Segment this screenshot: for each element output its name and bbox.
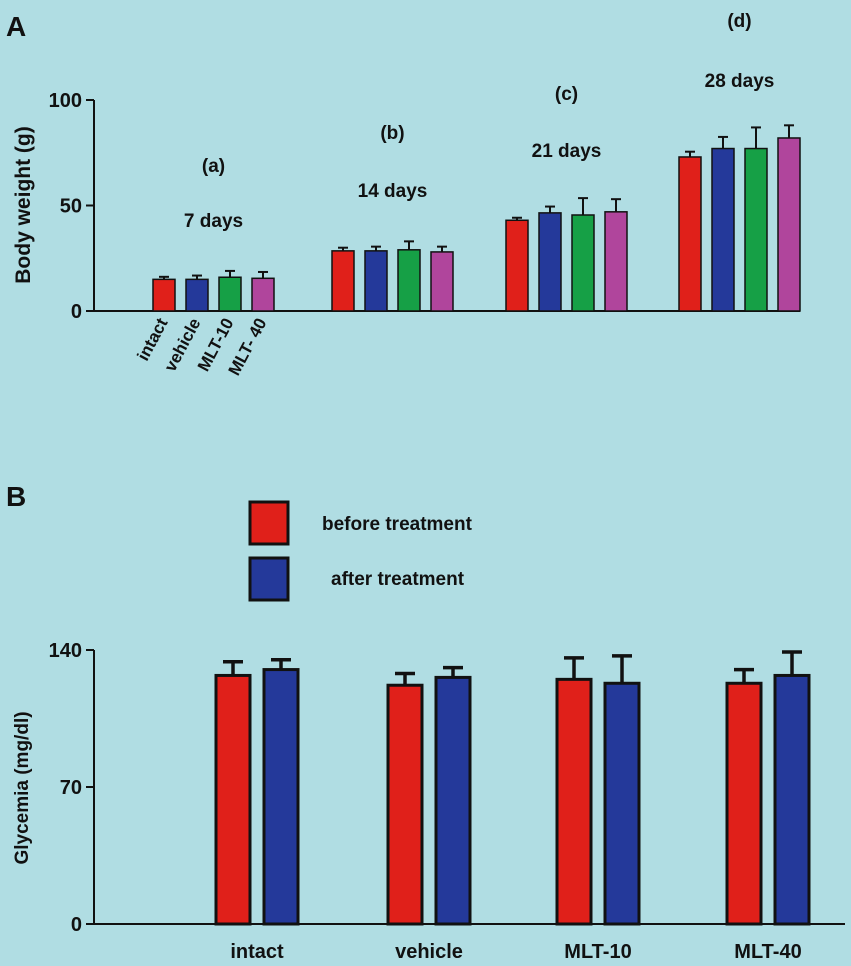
panel-a-bar [604,211,628,312]
panel-b-bar [773,673,811,926]
panel-a-group-letter: (c) [555,84,578,105]
panel-a-group-label: 21 days [532,141,602,162]
panel-a-group-letter: (d) [727,11,751,32]
panel-a-group-label: 7 days [184,211,243,232]
panel-a-bar [678,156,702,312]
panel-b-glycemia-chart: Glycemia (mg/dl) 0 70 140 intact vehicle MLT-… [12,640,845,963]
panel-b-category-label: intact [230,941,284,963]
panel-b-category-label: vehicle [395,941,463,963]
panel-b-y-tick-label: 70 [60,777,82,799]
panel-b-category-label: MLT-10 [564,941,631,963]
panel-b-y-tick-label: 140 [49,640,82,662]
panel-b-bar [262,668,300,926]
panel-b-bar [434,675,472,926]
legend: before treatment after treatment [248,500,473,602]
panel-a-y-tick-label: 100 [49,90,82,112]
panel-a-group-letter: (b) [380,123,404,144]
panel-b-category-label: MLT-40 [734,941,801,963]
legend-before-label: before treatment [322,514,473,535]
panel-a-group-label: 14 days [358,181,428,202]
panel-a-bar [251,277,275,312]
panel-b-y-tick-label: 0 [71,914,82,936]
legend-after-label: after treatment [331,569,465,590]
panel-a-bar [711,147,735,312]
panel-a-y-axis-label: Body weight (g) [12,126,35,283]
panel-a-bar [777,137,801,312]
panel-a-bar [185,278,209,312]
panel-a-y-tick-label: 0 [71,301,82,323]
panel-a-bar [364,250,388,312]
panel-b-bar [386,683,424,926]
panel-b-bar [555,677,593,926]
panel-b-bar [214,673,252,926]
panel-b-bar [725,681,763,926]
panel-a-bar [397,249,421,312]
panel-a-bar [218,276,242,312]
panel-a-group-label: 28 days [705,71,775,92]
legend-before-swatch [248,500,290,546]
panel-a-bar [331,250,355,312]
panel-b-bar [603,681,641,926]
panel-b-label: B [6,481,26,512]
panel-a-label: A [6,11,26,42]
panel-a-y-tick-label: 50 [60,196,82,218]
panel-a-bar [538,212,562,312]
panel-a-bar [744,147,768,312]
panel-a-bar [152,278,176,312]
panel-a-body-weight-chart: Body weight (g) 0 50 100 (a) 7 days (b) 14 day… [12,11,801,379]
panel-a-bar [430,251,454,312]
legend-after-swatch [248,556,290,602]
panel-a-bar [505,219,529,312]
panel-a-bar [571,214,595,312]
panel-a-group-letter: (a) [202,156,225,177]
panel-b-y-axis-label: Glycemia (mg/dl) [12,711,33,864]
